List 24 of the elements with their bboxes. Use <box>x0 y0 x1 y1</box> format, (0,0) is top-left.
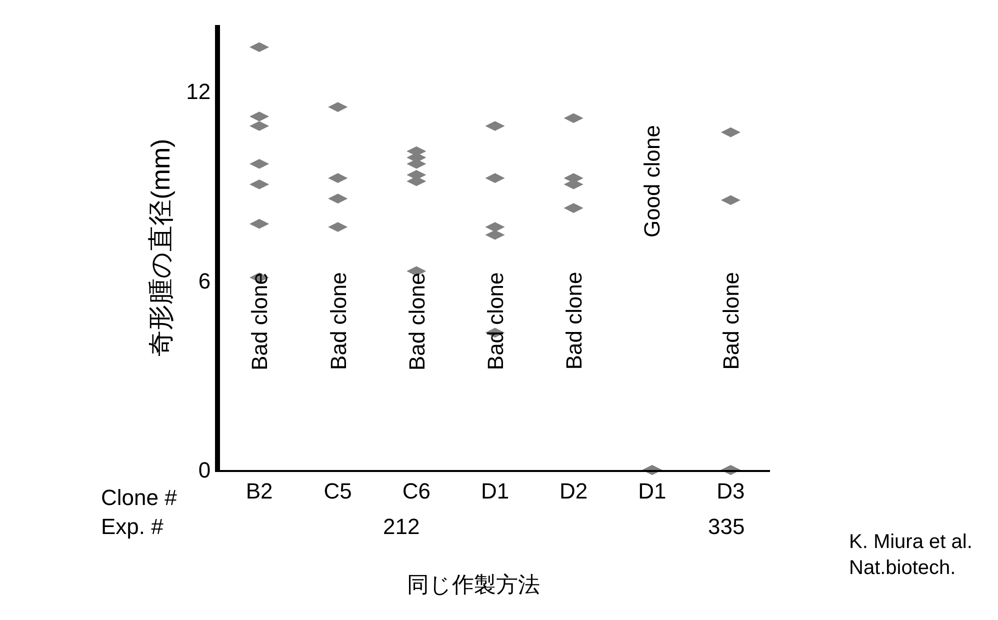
x-tick-label: D1 <box>638 478 666 504</box>
annotation: Bad clone <box>404 272 430 371</box>
annotation: Bad clone <box>482 272 508 370</box>
annotation: Good clone <box>640 125 665 238</box>
annotation: Bad clone <box>247 272 272 370</box>
text: Clone # <box>101 485 178 510</box>
text: K. Miura et al. Nat.biotech. <box>849 531 972 579</box>
x-tick-label: D1 <box>480 478 510 504</box>
annotation: Bad clone <box>718 272 744 370</box>
text: 212 <box>383 514 420 539</box>
y-tick-label: 6 <box>198 268 211 294</box>
x-tick-label: C5 <box>324 478 352 504</box>
annotation: Bad clone <box>326 272 351 370</box>
y-tick-label: 12 <box>186 78 211 104</box>
annotation: Bad clone <box>561 272 586 370</box>
y-axis-title: 奇形腫の直径(mm) <box>146 138 176 356</box>
x-tick-label: D3 <box>716 478 745 504</box>
x-tick-label: B2 <box>246 478 273 504</box>
y-tick-label: 0 <box>198 458 211 483</box>
text: 335 <box>708 514 745 539</box>
text: Exp. # <box>101 514 164 539</box>
x-tick-label: C6 <box>402 478 430 504</box>
x-tick-label: D2 <box>560 478 588 504</box>
text: 同じ作製方法 <box>407 572 540 597</box>
